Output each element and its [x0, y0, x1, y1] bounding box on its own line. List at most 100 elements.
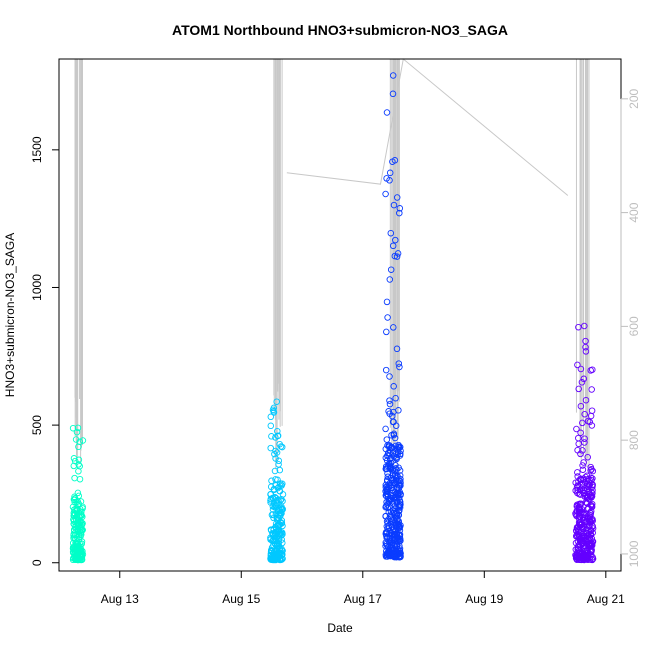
data-point	[277, 504, 285, 512]
y-tick-label: 1500	[30, 136, 44, 163]
data-point	[386, 169, 394, 177]
data-point	[395, 549, 403, 556]
data-point	[588, 407, 596, 414]
data-point	[70, 534, 77, 542]
x-tick-label: Aug 19	[465, 592, 503, 606]
data-point	[390, 408, 397, 416]
data-point	[387, 515, 394, 523]
data-point	[574, 361, 581, 369]
data-point	[75, 461, 82, 468]
y2-tick-label: 1000	[627, 540, 641, 567]
data-point	[276, 440, 283, 448]
data-point	[392, 236, 399, 244]
x-axis-label: Date	[327, 621, 353, 635]
data-point	[70, 509, 78, 517]
data-point	[267, 444, 274, 452]
data-point	[384, 533, 391, 541]
data-point	[395, 360, 403, 367]
data-point	[588, 542, 596, 549]
data-point	[382, 502, 390, 510]
data-point	[270, 408, 277, 415]
data-point	[579, 462, 586, 469]
data-point	[390, 324, 397, 331]
data-point	[587, 548, 594, 556]
data-point	[575, 434, 582, 442]
data-point	[384, 314, 391, 321]
data-point	[573, 425, 580, 433]
data-point	[271, 493, 279, 501]
data-point	[397, 479, 404, 487]
data-point	[579, 466, 587, 473]
data-point	[581, 435, 588, 442]
data-point	[75, 492, 83, 500]
x-tick-label: Aug 21	[587, 592, 625, 606]
data-point	[382, 190, 389, 198]
data-point	[588, 422, 596, 429]
data-point	[390, 430, 398, 438]
data-point	[74, 489, 82, 497]
data-point	[69, 503, 77, 511]
data-point	[384, 470, 391, 477]
x-axis: Aug 13 Aug 15 Aug 17 Aug 19 Aug 21	[101, 570, 625, 606]
data-point	[586, 541, 594, 549]
data-point	[383, 532, 390, 540]
data-point	[69, 424, 77, 432]
data-point	[276, 487, 283, 495]
data-point	[387, 459, 395, 467]
data-point	[278, 482, 285, 489]
data-point	[391, 549, 398, 557]
data-point	[70, 516, 77, 524]
data-point	[579, 447, 586, 454]
data-point	[581, 552, 589, 560]
data-point	[383, 328, 390, 336]
data-point	[392, 394, 399, 402]
data-point	[391, 252, 399, 260]
data-point	[73, 555, 80, 563]
data-point	[577, 429, 584, 437]
data-point	[275, 527, 283, 534]
data-point	[383, 109, 391, 116]
data-point	[581, 555, 588, 562]
data-point	[575, 440, 582, 448]
data-point	[75, 443, 82, 451]
data-point	[79, 513, 86, 521]
data-point	[268, 433, 275, 440]
data-point	[278, 505, 286, 512]
data-point	[389, 242, 397, 250]
data-point	[389, 72, 397, 79]
data-point	[384, 525, 391, 532]
data-point	[589, 523, 596, 530]
data-point	[77, 522, 84, 529]
data-point	[76, 540, 83, 548]
data-point	[584, 480, 591, 487]
x-tick-label: Aug 15	[222, 592, 260, 606]
data-point	[395, 511, 402, 519]
data-point	[395, 494, 403, 502]
data-point	[382, 513, 389, 520]
data-point	[586, 509, 594, 516]
data-point	[588, 386, 595, 393]
data-point	[574, 546, 581, 553]
data-point	[382, 425, 389, 433]
data-point	[272, 553, 280, 560]
data-point	[383, 487, 390, 494]
data-point	[588, 502, 595, 509]
data-point	[393, 345, 401, 353]
data-point	[272, 523, 279, 531]
data-point	[275, 461, 282, 468]
data-point	[574, 482, 581, 489]
data-point	[577, 402, 585, 410]
data-point	[387, 266, 395, 273]
data-point	[272, 541, 279, 548]
data-point	[71, 474, 78, 482]
data-point	[577, 365, 585, 373]
secondary-axis-lines	[74, 58, 590, 475]
data-point	[391, 157, 399, 164]
data-point	[395, 492, 402, 499]
data-point	[574, 469, 581, 476]
data-point	[396, 542, 403, 550]
data-point	[382, 487, 389, 495]
data-point	[267, 536, 274, 543]
data-point	[78, 538, 86, 545]
